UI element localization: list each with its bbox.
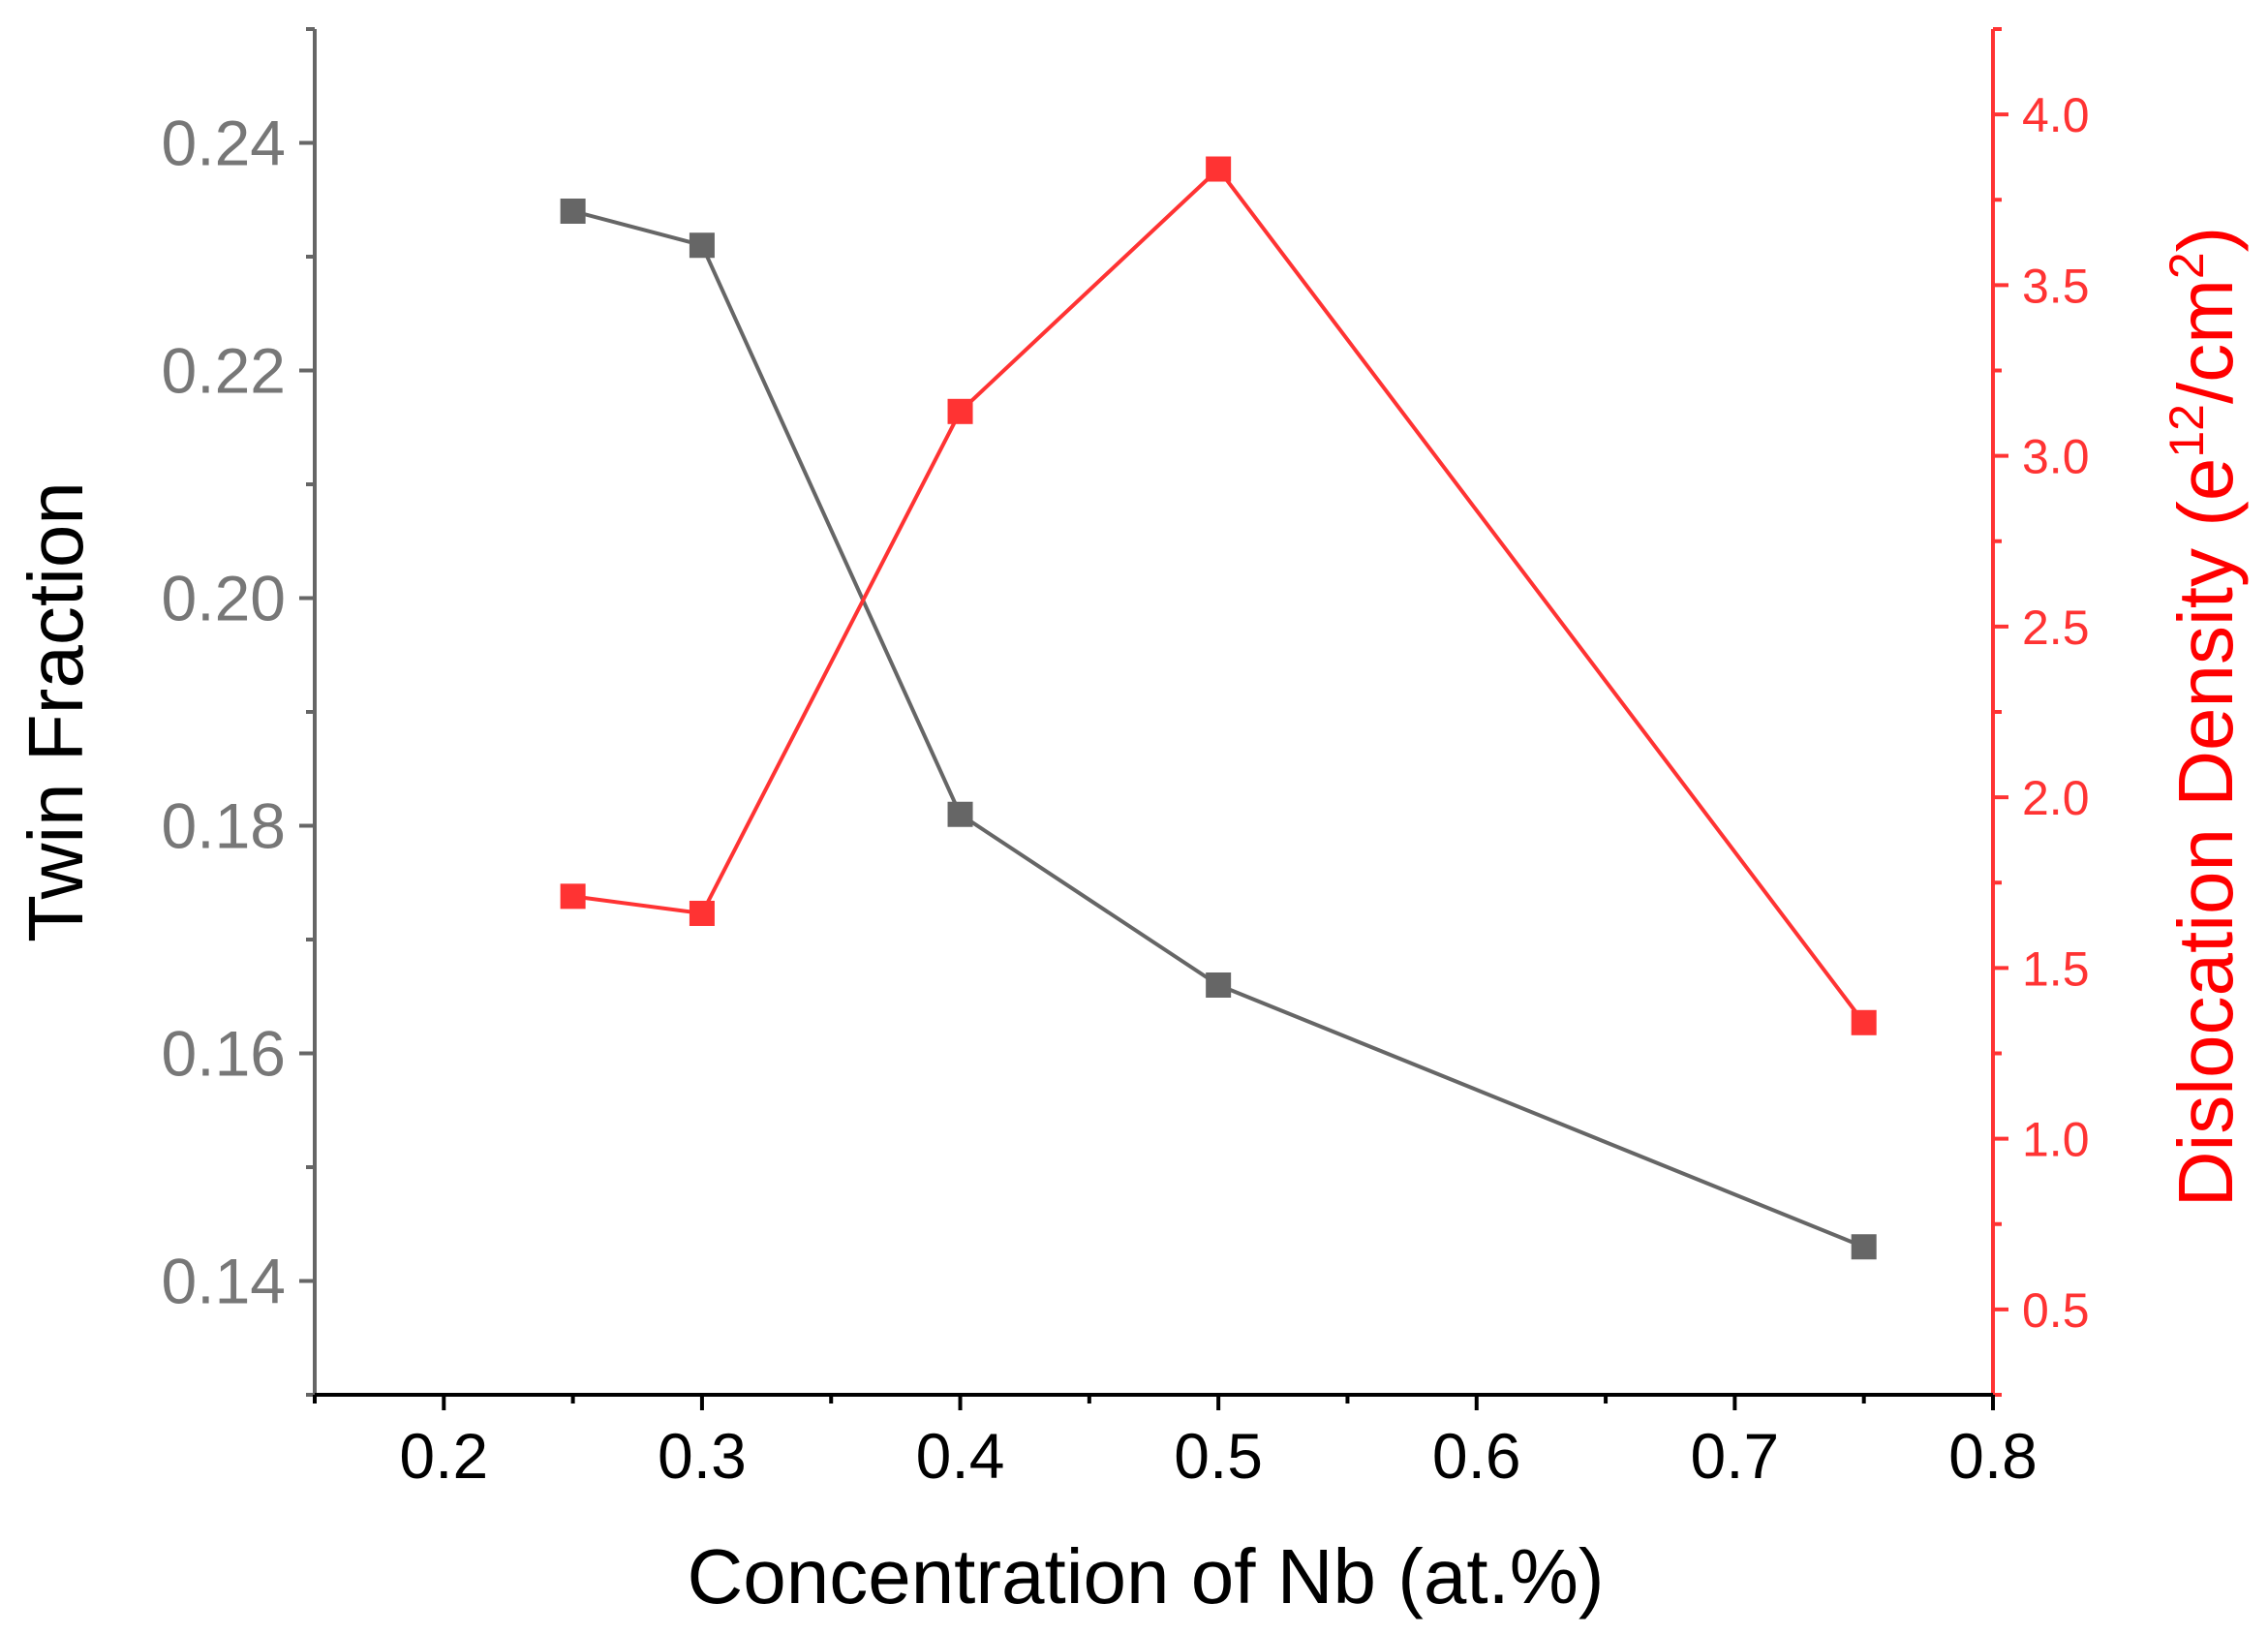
dislocation-density-point bbox=[1851, 1009, 1877, 1035]
y-right-title-prefix: Dislocation Density (e bbox=[2162, 458, 2249, 1208]
y-right-tick-label: 1.0 bbox=[2022, 1113, 2090, 1167]
x-tick-label: 0.2 bbox=[399, 1420, 488, 1492]
x-tick-label: 0.8 bbox=[1948, 1420, 2038, 1492]
x-tick-label: 0.4 bbox=[916, 1420, 1005, 1492]
y-right-tick-label: 4.0 bbox=[2022, 88, 2090, 142]
twin-fraction-line bbox=[572, 209, 1865, 1249]
x-tick-label: 0.5 bbox=[1174, 1420, 1263, 1492]
series-layer bbox=[560, 156, 1877, 1260]
y-right-title-sup2: 2 bbox=[2160, 252, 2214, 279]
y-right-title-sup1: 12 bbox=[2160, 404, 2214, 458]
y-left-tick-label: 0.14 bbox=[162, 1246, 286, 1317]
x-axis-title: Concentration of Nb (at.%) bbox=[687, 1533, 1604, 1620]
x-tick-label: 0.3 bbox=[658, 1420, 747, 1492]
dislocation-density-point bbox=[689, 900, 715, 926]
dislocation-density-point bbox=[560, 883, 586, 910]
twin-fraction-point bbox=[1851, 1234, 1877, 1260]
y-right-tick-label: 1.5 bbox=[2022, 941, 2090, 996]
y-right-tick-label: 3.5 bbox=[2022, 259, 2090, 313]
y-right-tick-label: 0.5 bbox=[2022, 1283, 2090, 1338]
twin-fraction-point bbox=[689, 232, 715, 259]
axes: 0.14 0.16 0.18 0.20 0.22 0.24 0.5 1.0 1.5 2.0 2.5 3… bbox=[162, 27, 2090, 1492]
dislocation-density-line bbox=[572, 166, 1866, 1025]
y-right-tick-label: 2.0 bbox=[2022, 771, 2090, 825]
twin-fraction-point bbox=[1206, 972, 1232, 998]
dislocation-density-point bbox=[947, 398, 973, 424]
y-right-title-suffix: ) bbox=[2162, 227, 2249, 253]
y-left-tick-label: 0.18 bbox=[162, 790, 286, 862]
y-left-tick-label: 0.24 bbox=[162, 108, 286, 179]
twin-fraction-point bbox=[560, 199, 586, 224]
twin-fraction-point bbox=[947, 801, 973, 827]
y-left-tick-label: 0.20 bbox=[162, 563, 286, 634]
x-tick-label: 0.6 bbox=[1432, 1420, 1521, 1492]
y-right-axis-title: Dislocation Density (e12/cm2) bbox=[2160, 227, 2249, 1208]
y-right-tick-label: 2.5 bbox=[2022, 601, 2090, 655]
y-left-tick-label: 0.16 bbox=[162, 1018, 286, 1090]
y-right-tick-label: 3.0 bbox=[2022, 430, 2090, 484]
x-tick-label: 0.7 bbox=[1691, 1420, 1780, 1492]
y-right-title-middle: /cm bbox=[2162, 279, 2249, 404]
y-left-axis-title: Twin Fraction bbox=[13, 481, 99, 942]
y-left-tick-label: 0.22 bbox=[162, 335, 286, 407]
dislocation-density-point bbox=[1206, 156, 1232, 182]
